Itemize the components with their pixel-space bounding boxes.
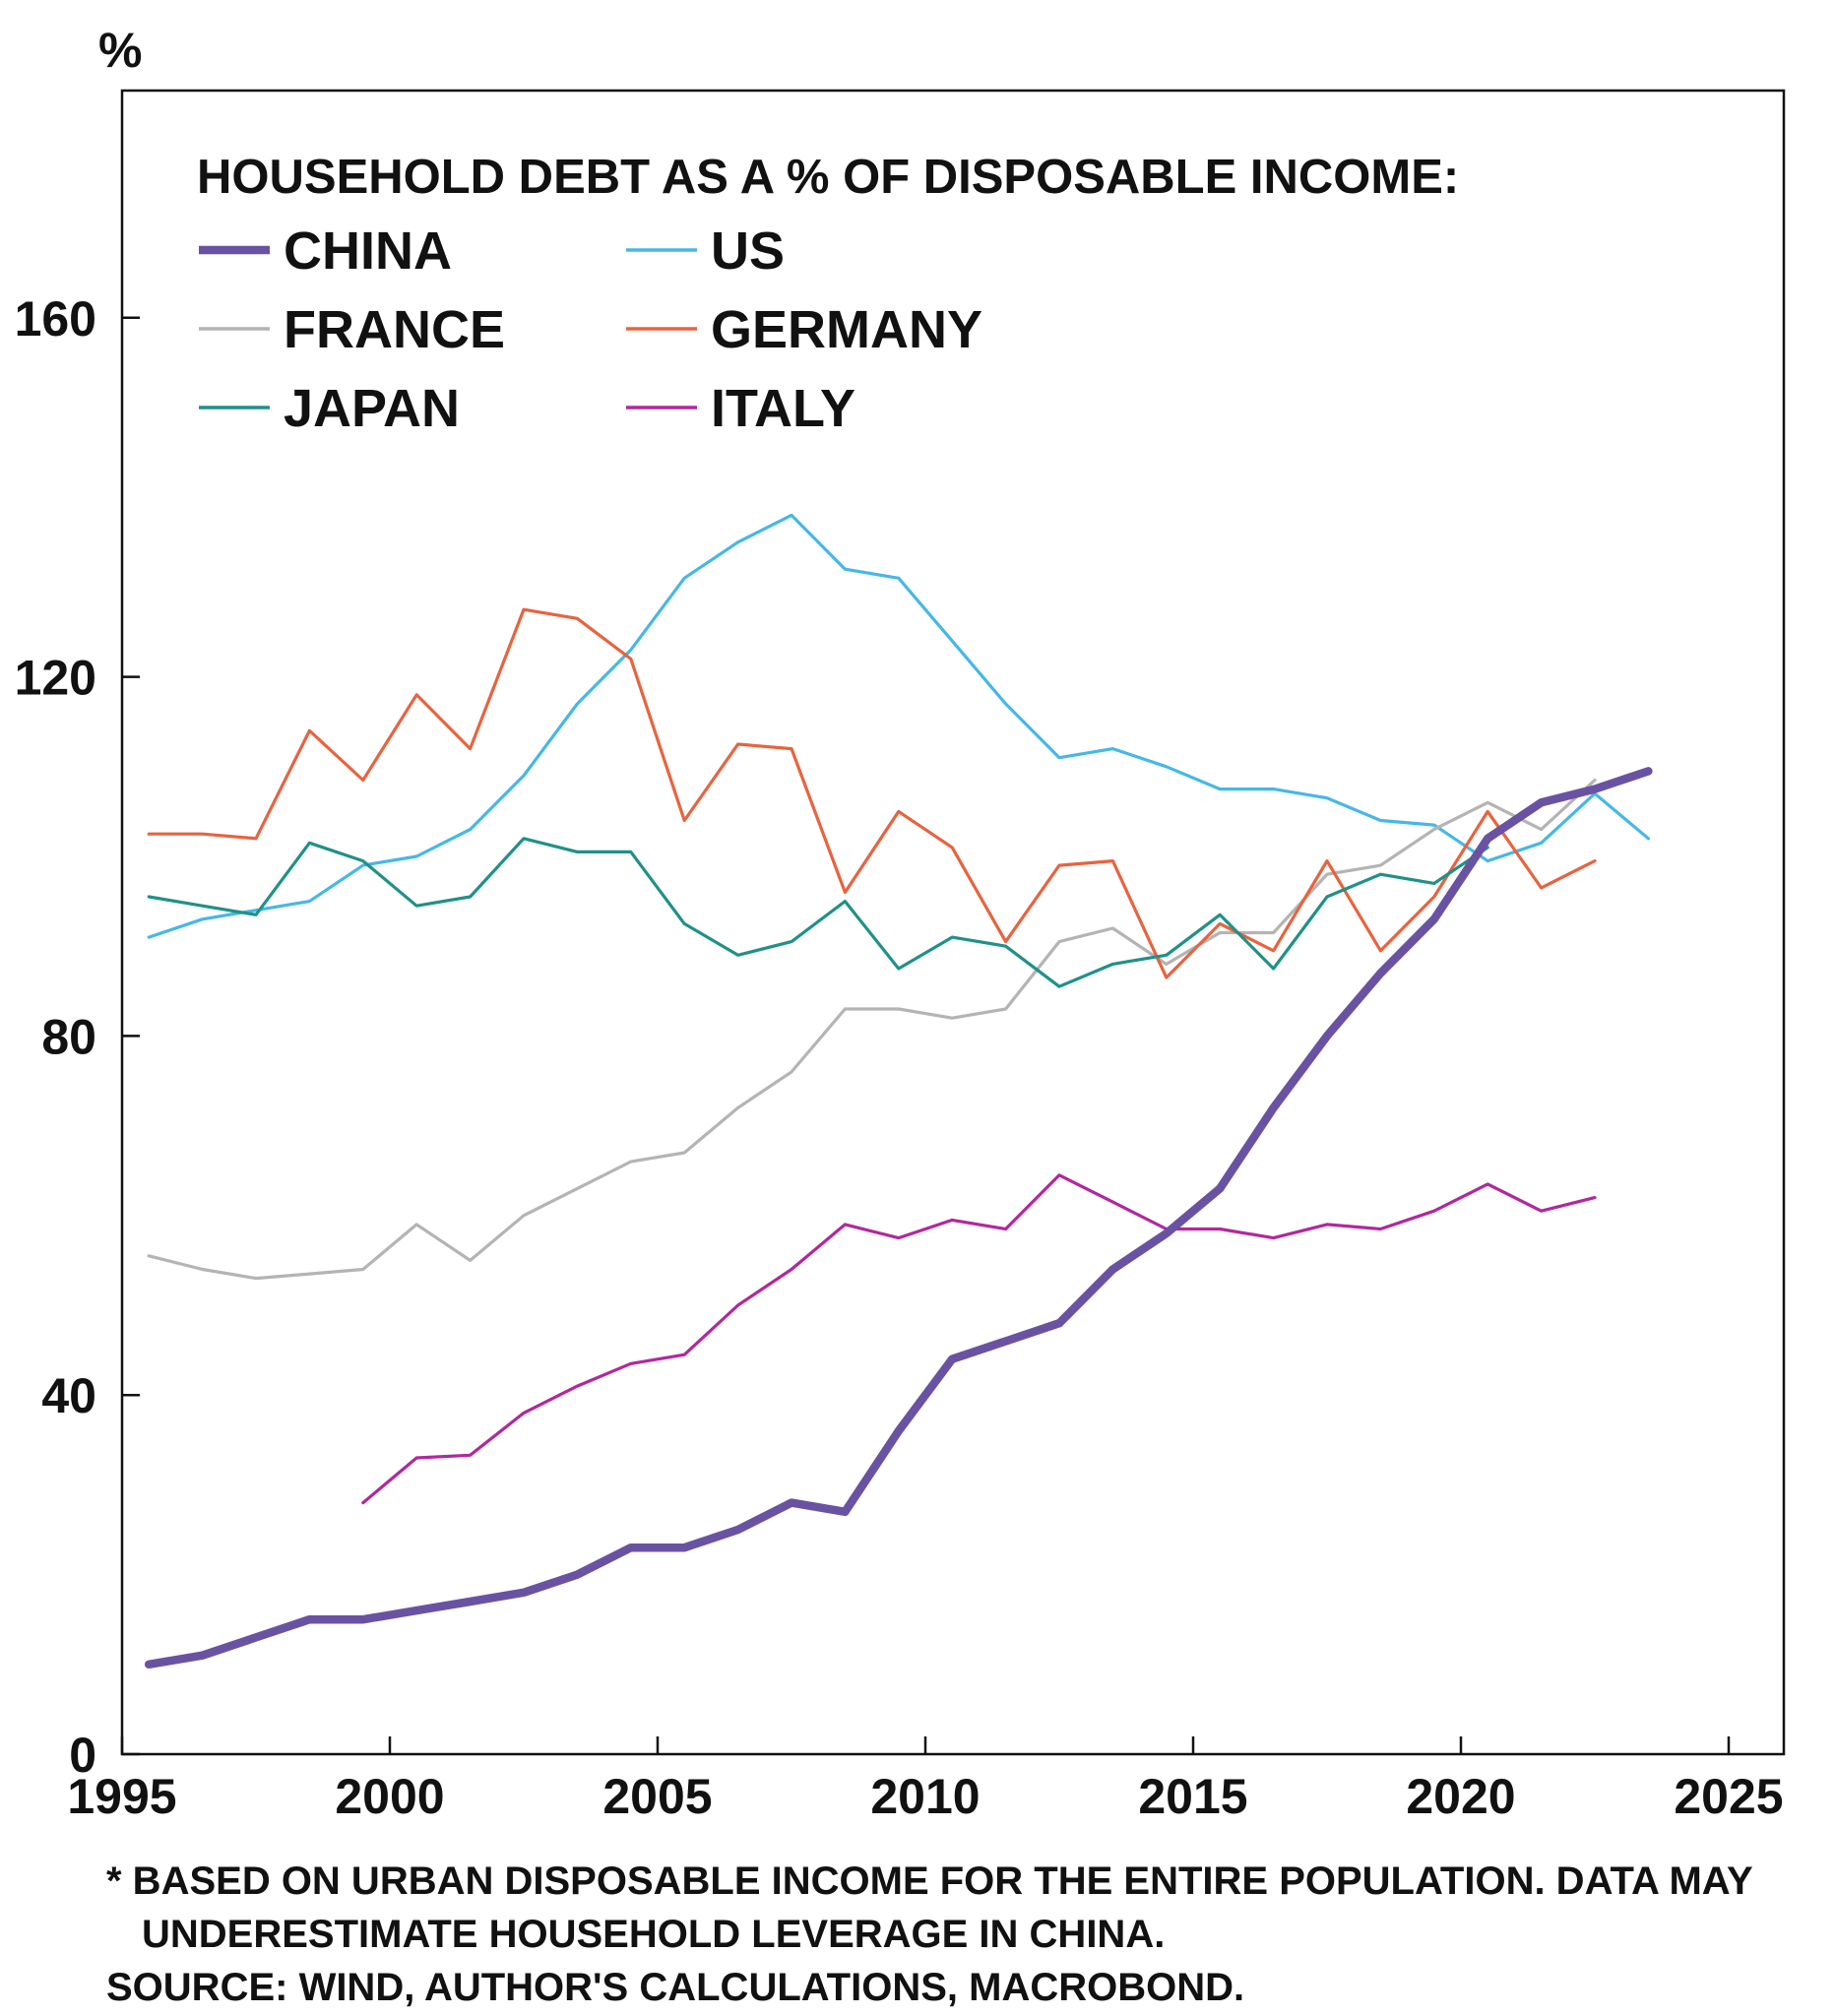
legend: HOUSEHOLD DEBT AS A % OF DISPOSABLE INCO… [197,151,1459,438]
x-tick-label: 2010 [870,1769,980,1824]
x-tick-label: 2005 [602,1769,712,1824]
source-note: SOURCE: WIND, AUTHOR'S CALCULATIONS, MAC… [106,1966,1245,2009]
series-line-germany [147,607,1597,979]
legend-label-us: US [711,221,785,281]
x-tick-label: 2020 [1406,1769,1515,1824]
y-axis-unit-label: % [98,23,142,78]
series-line-italy [361,1173,1597,1505]
y-tick-label: 120 [15,651,96,706]
legend-label-italy: ITALY [711,379,855,438]
series-line-china [144,767,1653,1670]
footnote-line-2: UNDERESTIMATE HOUSEHOLD LEVERAGE IN CHIN… [142,1913,1166,1956]
x-tick-label: 2000 [335,1769,444,1824]
y-tick-label: 40 [41,1368,96,1423]
legend-label-france: FRANCE [284,300,505,359]
y-tick-label: 160 [15,291,96,346]
legend-label-japan: JAPAN [284,379,460,438]
y-tick-label: 80 [41,1009,96,1064]
legend-items: CHINA US FRANCE GERMANY JAPAN ITALY [199,221,982,438]
x-axis-ticks: 1995 2000 2005 2010 2015 2020 2025 [67,1736,1784,1824]
series-line-france [147,778,1597,1281]
line-chart: % 1995 2000 2005 2010 2015 2020 2025 0 40 80 120 1… [15,23,1786,1824]
y-axis-ticks: 0 40 80 120 160 [15,291,140,1783]
legend-label-china: CHINA [284,221,452,281]
plot-frame [120,89,1786,1756]
x-tick-label: 2025 [1674,1769,1783,1824]
series-lines [144,513,1653,1670]
series-line-japan [147,837,1489,988]
legend-title: HOUSEHOLD DEBT AS A % OF DISPOSABLE INCO… [197,151,1459,204]
x-tick-label: 2015 [1138,1769,1247,1824]
legend-label-germany: GERMANY [711,300,982,359]
y-tick-label: 0 [69,1728,96,1783]
x-tick-label: 1995 [67,1769,176,1824]
series-line-us [147,513,1651,939]
footnote-line-1: * BASED ON URBAN DISPOSABLE INCOME FOR T… [106,1859,1753,1903]
